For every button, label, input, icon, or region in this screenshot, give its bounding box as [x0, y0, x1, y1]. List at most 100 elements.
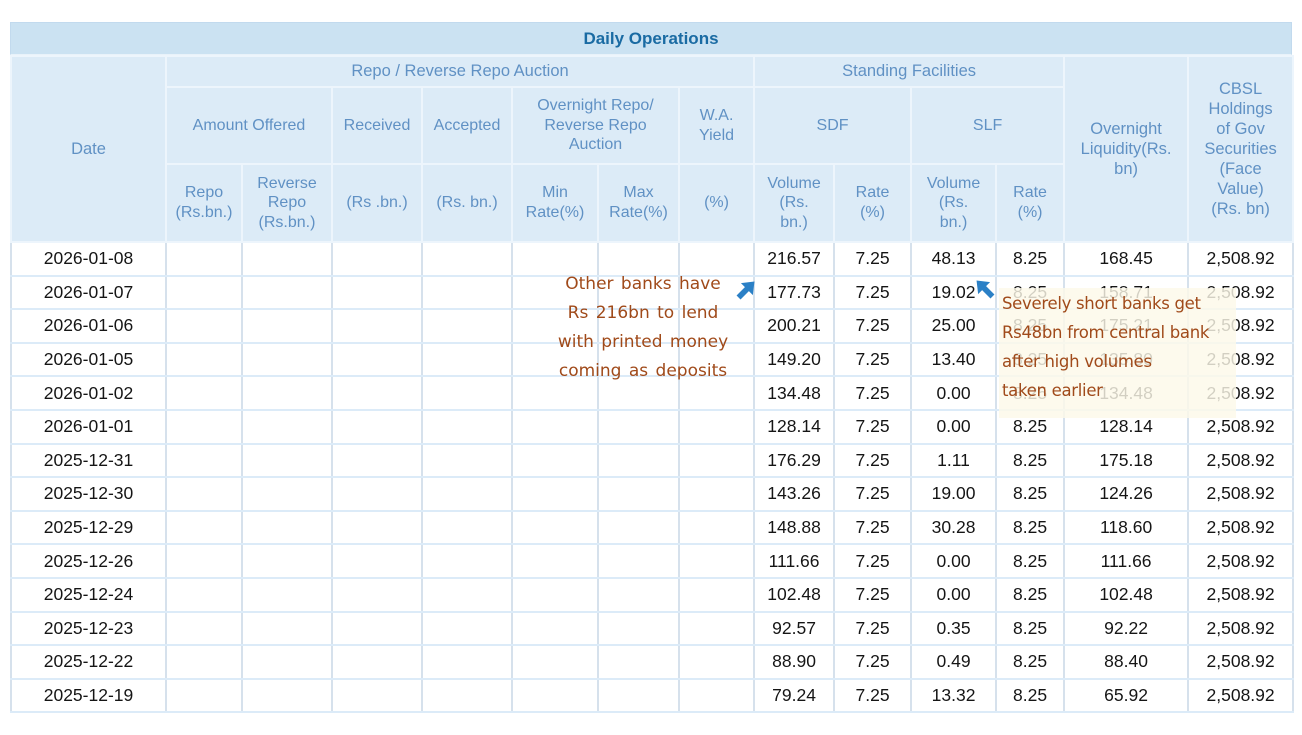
cell-repo_offered [165, 408, 243, 445]
cell-cbsl_holdings: 2,508.92 [1187, 408, 1295, 445]
cell-max_rate [597, 543, 680, 579]
cell-reverse_repo_offered [241, 274, 333, 311]
cell-sdf_volume: 102.48 [753, 576, 836, 613]
cell-min_rate [511, 375, 599, 411]
page-title: Daily Operations [583, 28, 719, 48]
header-max-rate: Max Rate(%) [597, 163, 680, 243]
cell-slf_volume: 48.13 [910, 241, 998, 277]
cell-slf_volume: 19.00 [910, 476, 998, 512]
header-wa-yield: W.A. Yield [677, 86, 756, 165]
cell-slf_rate: 8.25 [995, 509, 1066, 546]
cell-overnight_liquidity: 102.48 [1063, 576, 1190, 613]
cell-max_rate [597, 375, 680, 411]
cell-sdf_volume: 149.20 [753, 341, 836, 378]
cell-reverse_repo_offered [241, 644, 333, 680]
table-row: 2025-12-19 79.24 7.25 13.32 8.25 65.92 2,508.9… [10, 677, 1295, 714]
table-header: Date Repo / Reverse Repo Auction Standin… [10, 55, 1295, 243]
cell-sdf_rate: 7.25 [833, 610, 913, 647]
annotation-other-banks: Other banks have Rs 216bn to lend with p… [557, 274, 729, 381]
header-slf-volume: Volume (Rs. bn.) [910, 163, 998, 243]
cell-overnight_liquidity: 88.40 [1063, 644, 1190, 680]
header-repo-unit: Repo (Rs.bn.) [165, 163, 243, 243]
cell-date: 2026-01-01 [10, 408, 167, 445]
cell-sdf_rate: 7.25 [833, 375, 913, 411]
cell-received [331, 610, 423, 647]
cell-wa_yield [677, 375, 756, 411]
cell-repo_offered [165, 375, 243, 411]
cell-min_rate [511, 408, 599, 445]
cell-wa_yield [677, 576, 756, 613]
cell-received [331, 341, 423, 378]
cell-sdf_rate: 7.25 [833, 476, 913, 512]
cell-reverse_repo_offered [241, 442, 333, 479]
cell-date: 2026-01-06 [10, 308, 167, 344]
table-row: 2025-12-24 102.48 7.25 0.00 8.25 102.48 2,508.… [10, 576, 1295, 613]
cell-received [331, 543, 423, 579]
cell-min_rate [511, 644, 599, 680]
header-cbsl-holdings: CBSL Holdings of Gov Securities (Face Va… [1187, 55, 1295, 243]
cell-wa_yield [677, 408, 756, 445]
cell-sdf_volume: 92.57 [753, 610, 836, 647]
cell-accepted [421, 476, 513, 512]
cell-min_rate [511, 476, 599, 512]
cell-max_rate [597, 576, 680, 613]
cell-repo_offered [165, 442, 243, 479]
cell-accepted [421, 509, 513, 546]
cell-max_rate [597, 509, 680, 546]
cell-date: 2026-01-05 [10, 341, 167, 378]
header-overnight-liquidity: Overnight Liquidity(Rs. bn) [1063, 55, 1190, 243]
cell-accepted [421, 442, 513, 479]
cell-sdf_rate: 7.25 [833, 241, 913, 277]
header-overnight-repo-auction: Overnight Repo/ Reverse Repo Auction [511, 86, 680, 165]
cell-received [331, 509, 423, 546]
cell-max_rate [597, 644, 680, 680]
cell-received [331, 408, 423, 445]
table-row: 2025-12-22 88.90 7.25 0.49 8.25 88.40 2,508.92 [10, 644, 1295, 680]
cell-sdf_rate: 7.25 [833, 509, 913, 546]
header-accepted-unit: (Rs. bn.) [421, 163, 513, 243]
cell-slf_volume: 0.00 [910, 576, 998, 613]
cell-repo_offered [165, 677, 243, 714]
cell-accepted [421, 341, 513, 378]
header-sdf-rate: Rate (%) [833, 163, 913, 243]
cell-max_rate [597, 442, 680, 479]
cell-reverse_repo_offered [241, 341, 333, 378]
cell-repo_offered [165, 610, 243, 647]
cell-sdf_volume: 216.57 [753, 241, 836, 277]
cell-sdf_rate: 7.25 [833, 677, 913, 714]
cell-overnight_liquidity: 118.60 [1063, 509, 1190, 546]
cell-slf_volume: 13.32 [910, 677, 998, 714]
cell-received [331, 677, 423, 714]
cell-reverse_repo_offered [241, 576, 333, 613]
cell-sdf_rate: 7.25 [833, 308, 913, 344]
table-container: Daily Operations Date Repo / Reverse Rep… [10, 22, 1295, 714]
cell-sdf_volume: 134.48 [753, 375, 836, 411]
cell-repo_offered [165, 241, 243, 277]
cell-reverse_repo_offered [241, 408, 333, 445]
annotation-arrow-ne-icon [736, 281, 755, 300]
cell-slf_volume: 0.35 [910, 610, 998, 647]
cell-received [331, 308, 423, 344]
cell-cbsl_holdings: 2,508.92 [1187, 610, 1295, 647]
cell-received [331, 644, 423, 680]
cell-slf_volume: 0.49 [910, 644, 998, 680]
cell-min_rate [511, 543, 599, 579]
cell-sdf_volume: 177.73 [753, 274, 836, 311]
cell-slf_rate: 8.25 [995, 442, 1066, 479]
cell-sdf_rate: 7.25 [833, 576, 913, 613]
cell-accepted [421, 644, 513, 680]
cell-accepted [421, 241, 513, 277]
cell-repo_offered [165, 509, 243, 546]
table-row: 2025-12-30 143.26 7.25 19.00 8.25 124.26 2,508… [10, 476, 1295, 512]
cell-slf_volume: 0.00 [910, 543, 998, 579]
cell-slf_volume: 25.00 [910, 308, 998, 344]
cell-reverse_repo_offered [241, 241, 333, 277]
header-sdf: SDF [753, 86, 913, 165]
cell-sdf_volume: 148.88 [753, 509, 836, 546]
table-body: 2026-01-08 216.57 7.25 48.13 8.25 168.45 2,508… [10, 241, 1295, 714]
cell-reverse_repo_offered [241, 476, 333, 512]
cell-accepted [421, 610, 513, 647]
cell-accepted [421, 576, 513, 613]
table-row: 2025-12-29 148.88 7.25 30.28 8.25 118.60 2,508… [10, 509, 1295, 546]
cell-cbsl_holdings: 2,508.92 [1187, 442, 1295, 479]
